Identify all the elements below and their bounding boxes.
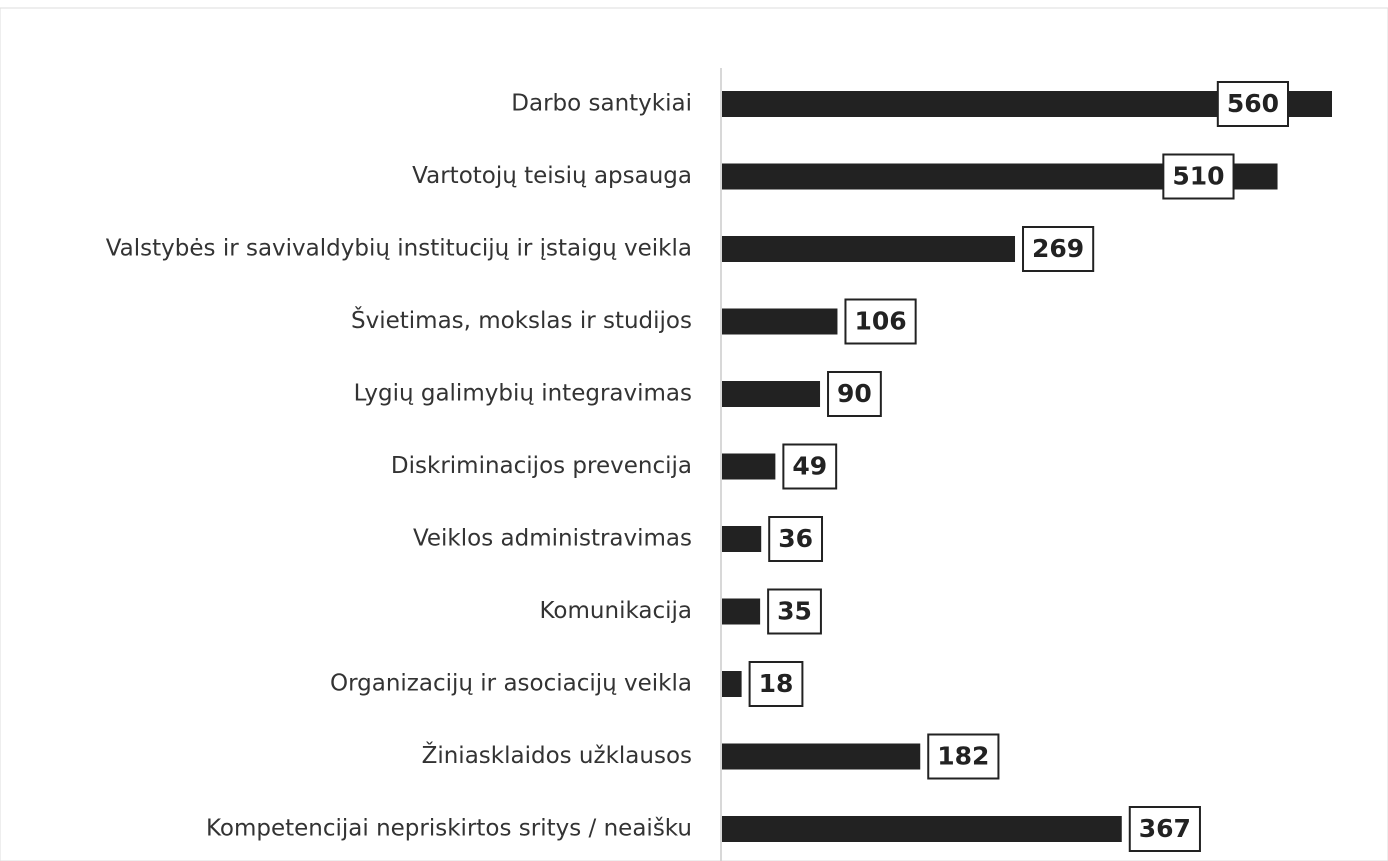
- value-label: 90: [837, 379, 872, 408]
- bar: [722, 816, 1122, 842]
- category-label: Kompetencijai nepriskirtos sritys / neai…: [206, 816, 692, 842]
- value-label: 36: [778, 524, 813, 553]
- value-label: 35: [777, 597, 812, 626]
- value-label-box: [827, 371, 882, 417]
- value-label: 269: [1032, 234, 1084, 263]
- bar: [722, 671, 742, 697]
- value-label-box: [767, 588, 822, 635]
- value-label-box: [1162, 153, 1235, 200]
- bar: [722, 236, 1016, 262]
- category-label: Diskriminacijos prevencija: [391, 453, 692, 479]
- value-label-box: [1022, 226, 1095, 272]
- value-label-box: [768, 516, 824, 562]
- category-label: Vartotojų teisių apsauga: [412, 163, 692, 189]
- bar: [722, 526, 762, 552]
- value-label: 49: [792, 452, 827, 481]
- bar: [722, 381, 821, 407]
- bar: [722, 308, 838, 335]
- category-label: Veiklos administravimas: [413, 526, 692, 552]
- bar: [722, 598, 761, 625]
- value-label-box: [844, 298, 917, 345]
- category-label: Valstybės ir savivaldybių institucijų ir…: [106, 236, 692, 262]
- value-label: 367: [1139, 814, 1191, 843]
- value-label: 560: [1227, 89, 1279, 118]
- category-label: Žiniasklaidos užklausos: [422, 741, 692, 769]
- category-label: Lygių galimybių integravimas: [354, 381, 692, 407]
- bar: [722, 743, 921, 770]
- value-label-box: [1216, 81, 1289, 127]
- frame: [0, 7, 1388, 861]
- value-label: 18: [759, 669, 794, 698]
- bar: [722, 453, 776, 480]
- value-label-box: [782, 443, 838, 490]
- value-label-box: [927, 733, 1000, 780]
- category-label: Komunikacija: [540, 598, 693, 624]
- category-label: Darbo santykiai: [511, 91, 692, 117]
- value-label: 510: [1172, 162, 1224, 191]
- value-label-box: [1128, 806, 1201, 852]
- value-label-box: [748, 661, 804, 707]
- value-label: 106: [854, 307, 906, 336]
- category-label: Švietimas, mokslas ir studijos: [351, 306, 692, 334]
- category-label: Organizacijų ir asociacijų veikla: [330, 671, 692, 697]
- value-label: 182: [937, 742, 989, 771]
